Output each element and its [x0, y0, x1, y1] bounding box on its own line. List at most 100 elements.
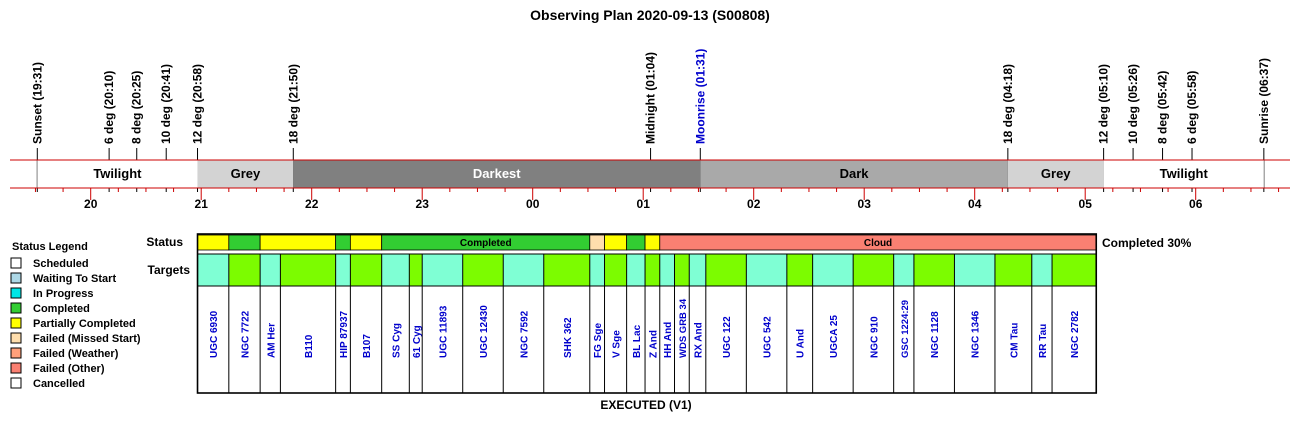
hour-label-20: 20 [84, 197, 98, 211]
time-axis: 20 21 22 23 00 01 02 03 04 05 06 [10, 159, 1290, 211]
hour-label-05: 05 [1079, 197, 1093, 211]
status-segment-9 [644, 234, 661, 251]
target-block-12 [589, 254, 605, 286]
sky-band-label-5: Twilight [1160, 166, 1209, 181]
event-label-6: Midnight (01:04) [644, 52, 658, 144]
legend-label-3: Completed [33, 303, 90, 315]
event-label-5: 18 deg (21:50) [286, 64, 300, 144]
target-name-20: UGC 542 [763, 316, 774, 358]
target-name-3: B110 [304, 334, 315, 358]
target-block-2 [260, 254, 281, 286]
target-block-14 [626, 254, 646, 286]
status-segment-4 [349, 234, 383, 251]
legend-label-1: Waiting To Start [33, 273, 116, 285]
status-segment-label-10: Cloud [864, 238, 892, 249]
target-name-5: B107 [362, 334, 373, 358]
legend-swatch-1 [10, 272, 22, 284]
hour-label-06: 06 [1189, 197, 1203, 211]
target-name-27: CM Tau [1009, 323, 1020, 358]
hour-label-03: 03 [858, 197, 872, 211]
target-name-13: V Sge [612, 330, 623, 358]
sky-band-5 [1103, 160, 1264, 188]
target-name-14: BL Lac [632, 324, 643, 358]
target-name-11: SHK 362 [563, 317, 574, 358]
event-label-3: 10 deg (20:41) [159, 64, 173, 144]
target-block-9 [462, 254, 504, 286]
target-name-23: NGC 910 [869, 316, 880, 358]
target-name-24: GSC 1224:29 [900, 300, 911, 358]
legend-swatch-6 [10, 347, 22, 359]
event-label-12: 6 deg (05:58) [1185, 71, 1199, 144]
event-label-0: Sunset (19:31) [30, 62, 44, 144]
target-block-3 [280, 254, 336, 286]
target-block-26 [954, 254, 995, 286]
target-name-29: NGC 2782 [1070, 310, 1081, 358]
target-name-19: UGC 122 [722, 316, 733, 358]
legend-swatch-0 [10, 257, 22, 269]
status-segment-8 [626, 234, 646, 251]
targets-row-frame [197, 253, 1097, 287]
target-name-4: HIP 87937 [339, 310, 350, 358]
target-name-12: FG Sge [593, 323, 604, 358]
target-name-7: 61 Cyg [412, 325, 423, 358]
target-block-20 [746, 254, 787, 286]
target-name-2: AM Her [266, 323, 277, 358]
legend-label-0: Scheduled [33, 258, 89, 270]
target-name-18: RX And [694, 322, 705, 358]
hour-label-00: 00 [526, 197, 540, 211]
target-block-23 [853, 254, 894, 286]
status-legend: Status Legend Scheduled Waiting To Start In… [10, 241, 141, 390]
status-segment-7 [604, 234, 628, 251]
target-block-27 [994, 254, 1032, 286]
target-name-6: SS Cyg [391, 323, 402, 358]
status-segment-0 [197, 234, 230, 251]
executed-footer: EXECUTED (V1) [600, 398, 691, 412]
target-block-11 [543, 254, 590, 286]
target-block-22 [812, 254, 854, 286]
legend-swatch-3 [10, 302, 22, 314]
target-block-10 [503, 254, 544, 286]
targets-row-label: Targets [148, 263, 191, 277]
status-segment-6 [589, 234, 605, 251]
target-block-29 [1052, 254, 1097, 286]
target-name-1: NGC 7722 [240, 310, 251, 358]
target-name-9: UGC 12430 [479, 305, 490, 358]
target-block-1 [228, 254, 261, 286]
event-label-11: 8 deg (05:42) [1156, 71, 1170, 144]
event-label-8: 18 deg (04:18) [1001, 64, 1015, 144]
target-name-10: NGC 7592 [519, 310, 530, 358]
completion-text: Completed 30% [1102, 236, 1192, 250]
target-name-25: NGC 1128 [930, 311, 941, 358]
event-label-10: 10 deg (05:26) [1126, 64, 1140, 144]
target-block-25 [913, 254, 955, 286]
target-block-15 [645, 254, 660, 286]
hour-label-02: 02 [747, 197, 761, 211]
target-block-17 [674, 254, 690, 286]
target-block-6 [381, 254, 410, 286]
target-block-7 [409, 254, 423, 286]
legend-label-5: Failed (Missed Start) [33, 333, 141, 345]
target-name-17: WDS GRB 34 [678, 298, 689, 358]
sky-band-0 [37, 160, 198, 188]
legend-label-4: Partially Completed [33, 318, 136, 330]
legend-swatch-8 [10, 377, 22, 389]
target-block-21 [786, 254, 813, 286]
sky-band-2 [293, 160, 701, 188]
sky-band-4 [1007, 160, 1104, 188]
target-block-18 [689, 254, 706, 286]
sky-bands: Twilight Grey Darkest Dark Grey Twilight [37, 160, 1264, 188]
target-block-19 [705, 254, 747, 286]
event-label-1: 6 deg (20:10) [102, 71, 116, 144]
status-row: Completed Cloud [197, 234, 1097, 251]
chart-title: Observing Plan 2020-09-13 (S00808) [530, 7, 770, 23]
hour-label-01: 01 [637, 197, 651, 211]
legend-swatch-5 [10, 332, 22, 344]
target-block-13 [604, 254, 627, 286]
legend-swatch-7 [10, 362, 22, 374]
legend-swatch-4 [10, 317, 22, 329]
event-label-7: Moonrise (01:31) [693, 49, 707, 144]
target-name-15: Z And [648, 330, 659, 358]
target-name-16: HH And [663, 322, 674, 358]
sky-band-label-2: Darkest [473, 166, 521, 181]
